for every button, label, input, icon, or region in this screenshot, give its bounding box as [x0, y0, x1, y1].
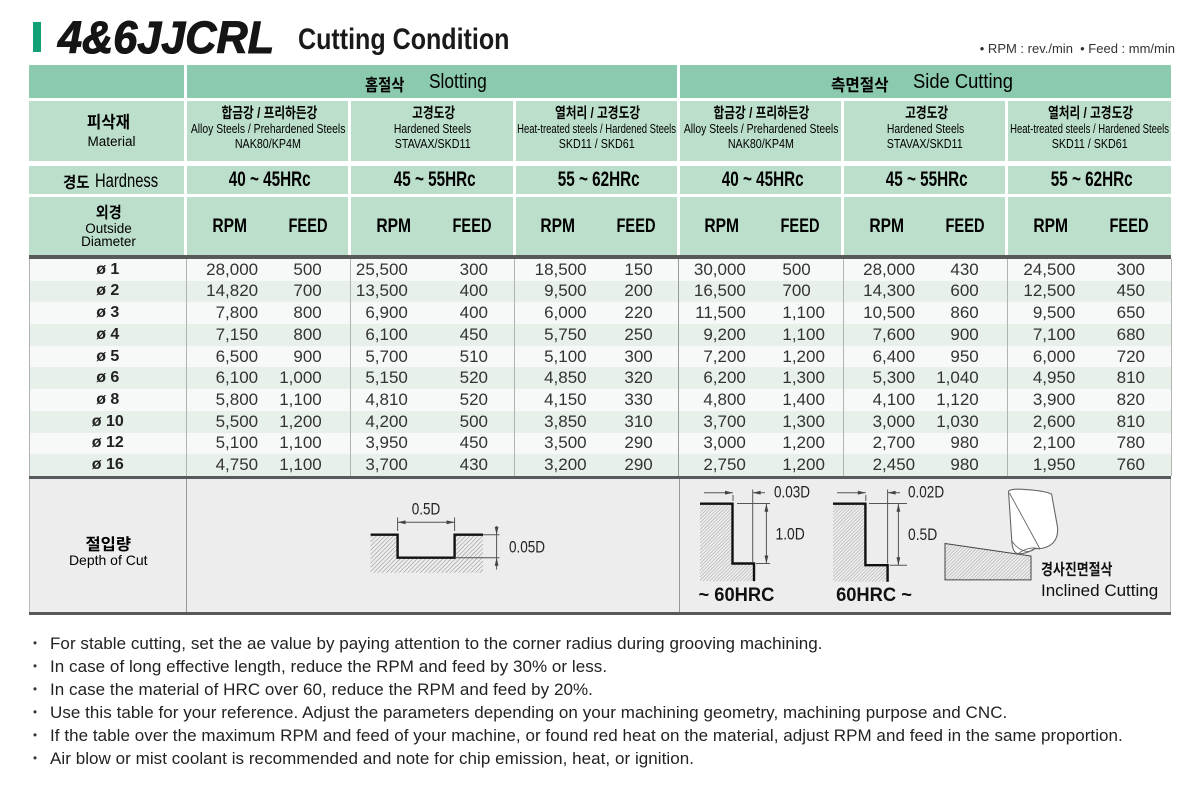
svg-text:~ 60HRC: ~ 60HRC [698, 585, 774, 607]
svg-text:0.02D: 0.02D [908, 484, 944, 503]
svg-text:1.0D: 1.0D [776, 526, 805, 544]
svg-text:0.5D: 0.5D [412, 501, 441, 520]
svg-text:경사진면절삭: 경사진면절삭 [1041, 558, 1112, 581]
svg-text:0.5D: 0.5D [908, 526, 937, 544]
svg-text:60HRC ~: 60HRC ~ [836, 585, 912, 607]
svg-text:Inclined Cutting: Inclined Cutting [1041, 581, 1158, 600]
svg-text:0.03D: 0.03D [774, 484, 810, 503]
svg-text:0.05D: 0.05D [509, 539, 545, 558]
